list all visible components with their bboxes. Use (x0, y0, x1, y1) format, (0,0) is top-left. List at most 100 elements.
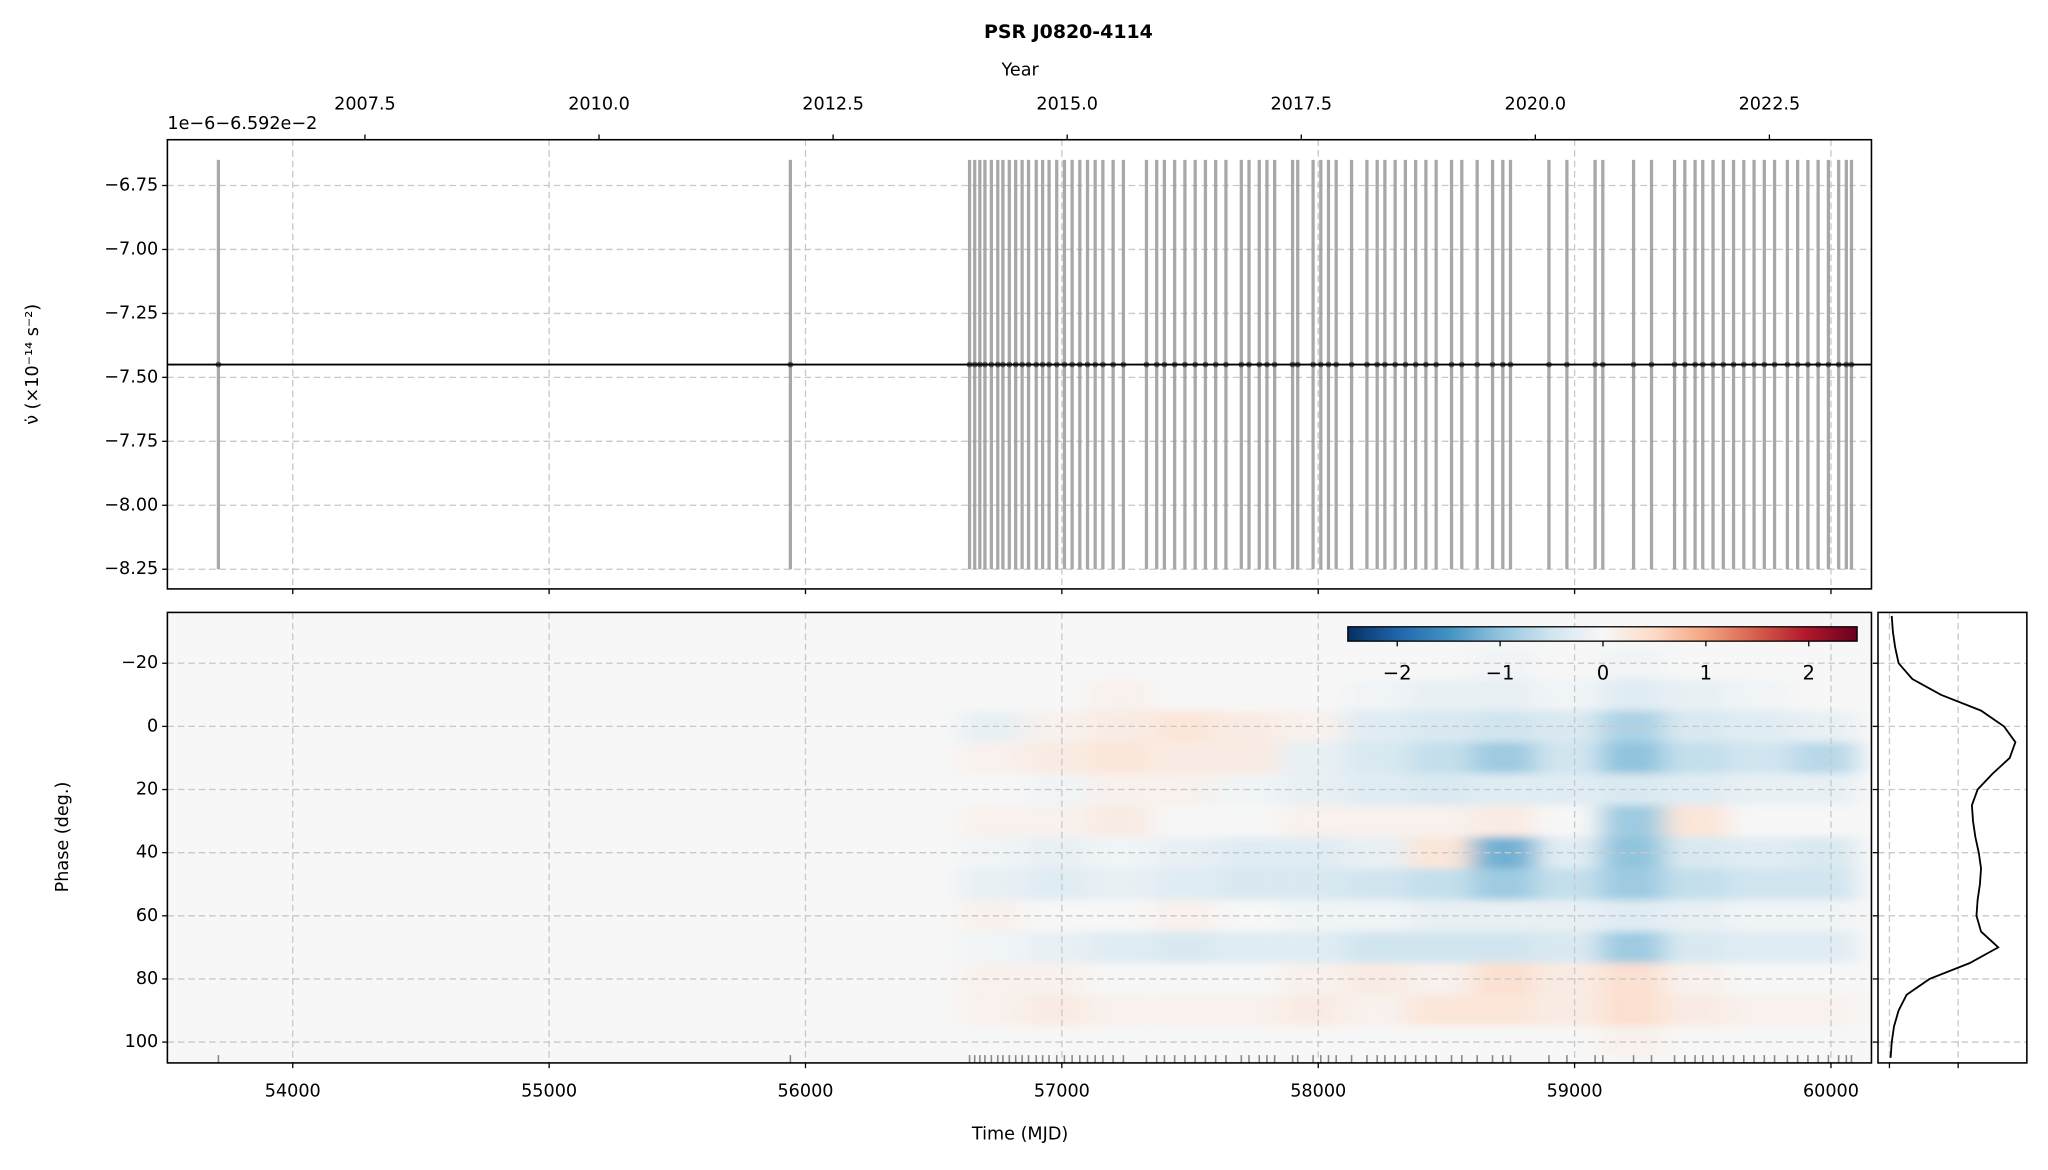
heatmap-cell (1792, 805, 1857, 837)
colorbar-tick-label: −2 (1383, 661, 1412, 684)
heatmap-cell (1151, 931, 1216, 964)
heatmap-cell (1472, 931, 1537, 964)
heatmap-cell (1215, 931, 1280, 964)
heatmap-cell (1728, 805, 1793, 837)
heatmap-cell (1023, 805, 1088, 837)
axes-frame (166, 138, 1873, 590)
heatmap-cell (959, 773, 1024, 806)
y-tick-label: −7.50 (104, 367, 158, 387)
heatmap-cell (959, 900, 1024, 932)
heatmap-cell (1023, 994, 1088, 1027)
heatmap-cell (1600, 742, 1665, 774)
colorbar-tick-label: −1 (1486, 661, 1515, 684)
heatmap-cell (1215, 868, 1280, 901)
heatmap-cell (1792, 931, 1857, 964)
heatmap-cell (1023, 868, 1088, 901)
heatmap-cell (1343, 836, 1408, 869)
heatmap-cell (1728, 868, 1793, 901)
heatmap-cell (1536, 805, 1601, 837)
heatmap-cell (1023, 931, 1088, 964)
heatmap-cell (1279, 742, 1344, 774)
y-tick-label: 20 (136, 780, 158, 800)
axes-frame (1877, 611, 2028, 1064)
x2-tick-label: 2020.0 (1505, 94, 1567, 114)
heatmap-cell (959, 1026, 1024, 1058)
heatmap-cell (1215, 742, 1280, 774)
heatmap-cell (1151, 679, 1216, 711)
heatmap-cell (1279, 679, 1344, 711)
heatmap-cell (1279, 615, 1344, 648)
heatmap-cell (1407, 710, 1473, 743)
heatmap-cell (1792, 868, 1857, 901)
heatmap-cell (1407, 900, 1473, 932)
heatmap-cell (1600, 805, 1665, 837)
x-tick-label: 57000 (1034, 1082, 1090, 1102)
heatmap-cell (959, 868, 1024, 901)
x2-tick-label: 2017.5 (1270, 94, 1332, 114)
heatmap-cell (1151, 805, 1216, 837)
heatmap-cell (959, 836, 1024, 869)
heatmap-cell (1087, 931, 1152, 964)
y-tick-label: −7.75 (104, 431, 158, 451)
heatmap-cell (959, 742, 1024, 774)
heatmap-cell (1215, 805, 1280, 837)
colorbar-tick-label: 2 (1803, 661, 1815, 684)
heatmap-cell (1407, 963, 1473, 995)
y-axis-label: ν̇ (×10⁻¹⁴ s⁻²) (23, 304, 43, 425)
y-tick-label: 80 (136, 969, 158, 989)
offset-text: 1e−6−6.592e−2 (167, 114, 317, 134)
x-tick-label: 55000 (521, 1082, 577, 1102)
x2-tick-label: 2007.5 (334, 94, 396, 114)
heatmap-cell (1215, 615, 1280, 648)
heatmap-cell (1343, 900, 1408, 932)
y-tick-label: −6.75 (104, 176, 158, 196)
heatmap-cell (1728, 994, 1793, 1027)
y-tick-label: 60 (136, 906, 158, 926)
x-tick-label: 59000 (1547, 1082, 1603, 1102)
heatmap-cell (1600, 931, 1665, 964)
heatmap-cell (1472, 805, 1537, 837)
heatmap-cell (1407, 647, 1473, 680)
heatmap-cell (1792, 994, 1857, 1027)
heatmap-cell (1343, 868, 1408, 901)
heatmap-cell (1343, 931, 1408, 964)
y-tick-label: −8.25 (104, 559, 158, 579)
heatmap-cell (1087, 805, 1152, 837)
y-tick-label: −20 (121, 653, 158, 673)
heatmap-cell (1151, 868, 1216, 901)
heatmap-cell (1407, 805, 1473, 837)
heatmap-cell (1215, 994, 1280, 1027)
y-tick-label: 40 (136, 843, 158, 863)
y-tick-label: −8.00 (104, 495, 158, 515)
colorbar-tick-label: 0 (1597, 661, 1609, 684)
heatmap-cell (1728, 679, 1793, 711)
heatmap-cell (1279, 868, 1344, 901)
heatmap-cell (1664, 679, 1729, 711)
x2-tick-label: 2015.0 (1036, 94, 1098, 114)
heatmap-cell (1472, 742, 1537, 774)
heatmap-cell (1472, 994, 1537, 1027)
x2-tick-label: 2022.5 (1739, 94, 1801, 114)
heatmap-cell (1664, 868, 1729, 901)
heatmap-cell (1023, 679, 1088, 711)
colorbar-tick-label: 1 (1700, 661, 1712, 684)
heatmap-cell (1407, 931, 1473, 964)
heatmap-cell (1343, 710, 1408, 743)
heatmap-cell (1151, 615, 1216, 648)
heatmap-cell (1343, 647, 1408, 680)
heatmap-cell (1407, 679, 1473, 711)
heatmap-cell (1343, 742, 1408, 774)
heatmap-cell (1664, 742, 1729, 774)
x-axis-label: Time (MJD) (971, 1125, 1068, 1145)
heatmap-cell (959, 710, 1024, 743)
heatmap-cell (1151, 994, 1216, 1027)
heatmap-cell (1343, 805, 1408, 837)
heatmap-cell (1600, 679, 1665, 711)
y-tick-label: −7.25 (104, 303, 158, 323)
heatmap-cell (1343, 963, 1408, 995)
heatmap-cell (1343, 994, 1408, 1027)
x-tick-label: 54000 (265, 1082, 321, 1102)
heatmap-cell (1792, 742, 1857, 774)
